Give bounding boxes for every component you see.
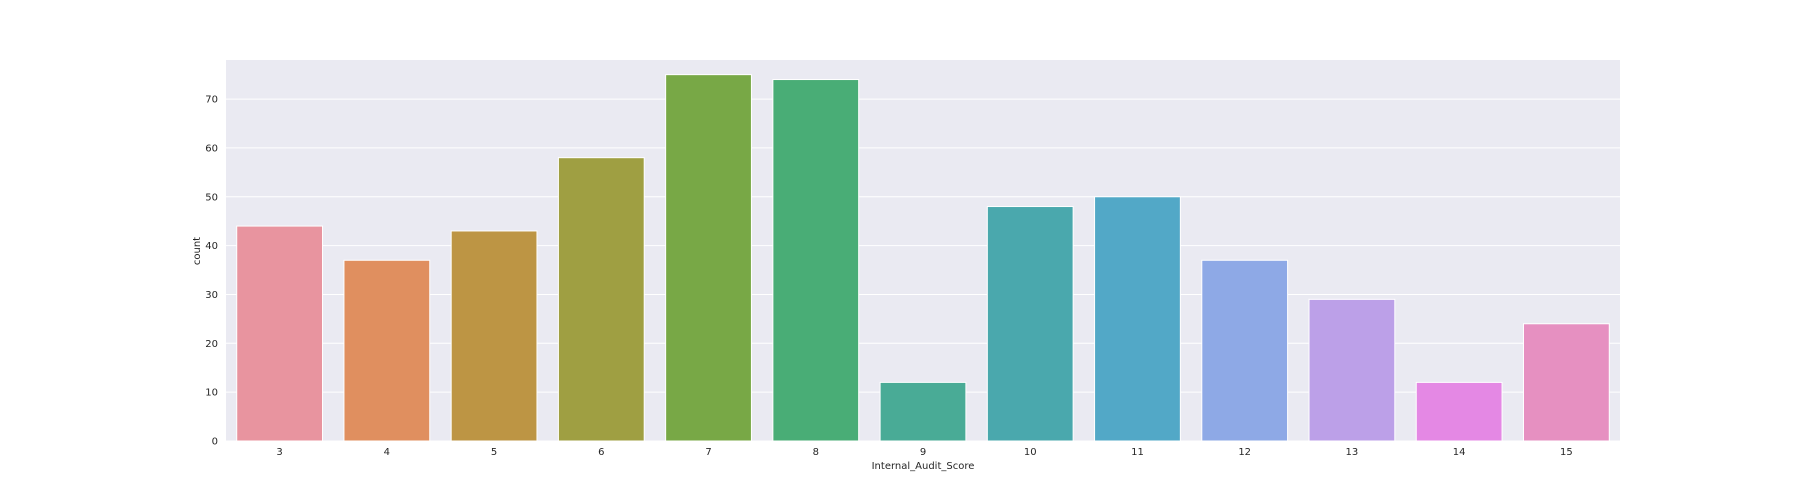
x-tick-label: 8 <box>813 447 819 458</box>
bars <box>236 74 1610 442</box>
bar-7 <box>665 74 752 442</box>
bar-15 <box>1522 323 1610 442</box>
y-tick-label: 60 <box>205 143 218 154</box>
x-tick-labels: 3 4 5 6 7 8 9 10 11 12 13 14 15 <box>276 447 1572 458</box>
bar-9 <box>879 381 967 442</box>
x-tick-label: 6 <box>598 447 604 458</box>
x-tick-label: 12 <box>1238 447 1251 458</box>
x-tick-label: 5 <box>491 447 497 458</box>
y-tick-label: 0 <box>212 437 218 448</box>
x-tick-label: 15 <box>1560 447 1573 458</box>
bar-11 <box>1094 196 1181 442</box>
bar-4 <box>343 259 431 442</box>
bar-8 <box>772 79 860 442</box>
x-tick-label: 3 <box>276 447 282 458</box>
bar-10 <box>986 206 1074 442</box>
bar-3 <box>236 225 324 442</box>
x-tick-label: 7 <box>705 447 711 458</box>
y-tick-label: 70 <box>205 95 218 106</box>
x-tick-label: 9 <box>920 447 926 458</box>
y-tick-label: 20 <box>205 339 218 350</box>
x-tick-label: 11 <box>1131 447 1144 458</box>
bar-13 <box>1308 298 1396 442</box>
bar-5 <box>450 230 538 442</box>
y-tick-label: 50 <box>205 192 218 203</box>
x-tick-label: 13 <box>1346 447 1359 458</box>
x-tick-label: 14 <box>1453 447 1466 458</box>
y-tick-label: 10 <box>205 388 218 399</box>
y-tick-labels: 0 10 20 30 40 50 60 70 <box>205 95 218 448</box>
x-tick-label: 4 <box>384 447 390 458</box>
bar-12 <box>1201 259 1289 442</box>
y-tick-label: 40 <box>205 241 218 252</box>
x-tick-label: 10 <box>1024 447 1037 458</box>
y-axis-label: count <box>192 237 203 265</box>
y-tick-label: 30 <box>205 290 218 301</box>
x-axis-label: Internal_Audit_Score <box>872 461 975 472</box>
bar-14 <box>1415 381 1503 442</box>
bar-6 <box>557 157 645 442</box>
